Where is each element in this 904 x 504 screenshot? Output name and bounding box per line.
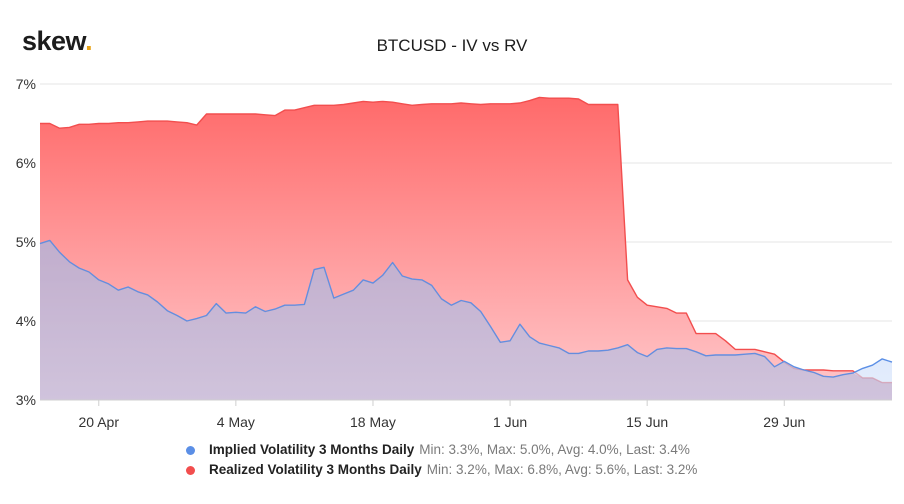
legend-stats-rv: Min: 3.2%, Max: 6.8%, Avg: 5.6%, Last: 3…: [426, 462, 698, 477]
y-tick-label: 4%: [16, 313, 36, 329]
legend-label-rv: Realized Volatility 3 Months Daily: [209, 462, 422, 477]
chart-title: BTCUSD - IV vs RV: [376, 36, 528, 55]
skew-logo: skew.: [22, 26, 93, 56]
legend-stats-iv: Min: 3.3%, Max: 5.0%, Avg: 4.0%, Last: 3…: [419, 442, 690, 457]
y-tick-label: 3%: [16, 392, 36, 408]
x-tick-label: 20 Apr: [79, 414, 120, 430]
iv-legend-dot-icon: [186, 445, 195, 455]
legend-label-iv: Implied Volatility 3 Months Daily: [209, 442, 415, 457]
iv-line: [39, 239, 893, 378]
x-tick-label: 29 Jun: [763, 414, 805, 430]
legend-item-iv[interactable]: Implied Volatility 3 Months Daily Min: 3…: [186, 440, 697, 460]
rv-line: [40, 96, 892, 384]
x-tick-label: 1 Jun: [493, 414, 527, 430]
x-tick-label: 4 May: [217, 414, 255, 430]
legend-item-rv[interactable]: Realized Volatility 3 Months Daily Min: …: [186, 460, 697, 480]
chart-legend: Implied Volatility 3 Months Daily Min: 3…: [186, 440, 697, 480]
rv-legend-dot-icon: [186, 465, 195, 475]
y-tick-label: 5%: [16, 234, 36, 250]
iv-area: [40, 240, 892, 400]
x-tick-label: 18 May: [350, 414, 396, 430]
x-tick-label: 15 Jun: [626, 414, 668, 430]
y-tick-label: 6%: [16, 155, 36, 171]
y-tick-label: 7%: [16, 76, 36, 92]
overlap-area: [40, 240, 892, 400]
